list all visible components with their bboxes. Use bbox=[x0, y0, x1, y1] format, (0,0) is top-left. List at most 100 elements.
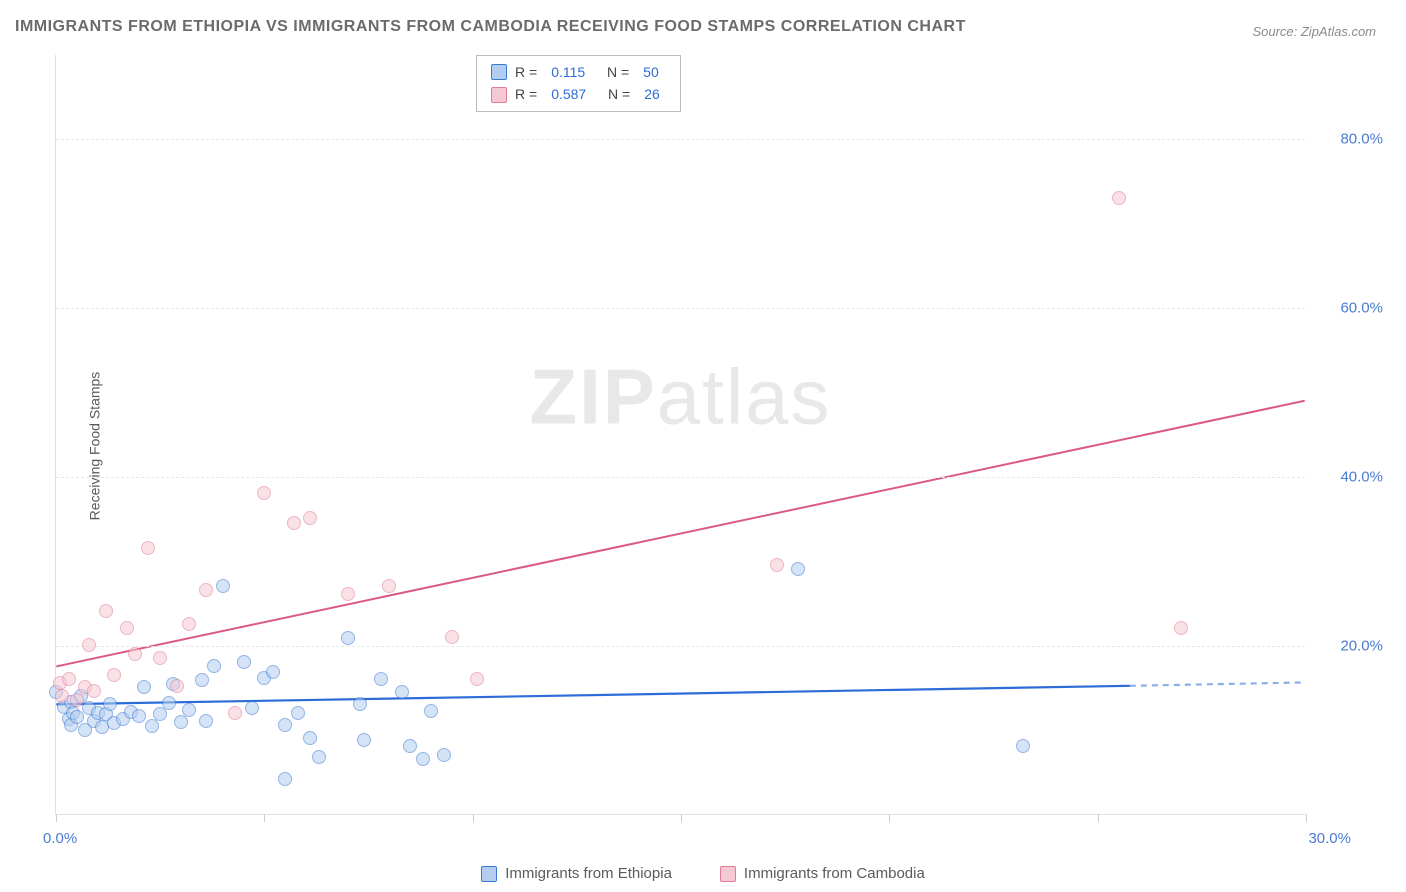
x-tick bbox=[1306, 814, 1307, 822]
scatter-point bbox=[770, 558, 784, 572]
x-axis-max-label: 30.0% bbox=[1308, 830, 1351, 847]
scatter-point bbox=[87, 684, 101, 698]
scatter-point bbox=[353, 697, 367, 711]
watermark-bold: ZIP bbox=[529, 352, 656, 440]
scatter-point bbox=[162, 696, 176, 710]
stat-n-value: 26 bbox=[638, 83, 666, 105]
source-label: Source: ZipAtlas.com bbox=[1252, 24, 1376, 39]
gridline bbox=[56, 646, 1305, 647]
scatter-point bbox=[174, 715, 188, 729]
scatter-point bbox=[278, 718, 292, 732]
scatter-point bbox=[341, 631, 355, 645]
scatter-point bbox=[437, 748, 451, 762]
x-tick bbox=[264, 814, 265, 822]
y-tick-label: 80.0% bbox=[1313, 131, 1383, 148]
scatter-point bbox=[103, 697, 117, 711]
scatter-point bbox=[216, 579, 230, 593]
scatter-point bbox=[1174, 621, 1188, 635]
watermark-light: atlas bbox=[657, 352, 832, 440]
scatter-point bbox=[245, 701, 259, 715]
scatter-point bbox=[132, 709, 146, 723]
scatter-point bbox=[791, 562, 805, 576]
scatter-point bbox=[207, 659, 221, 673]
scatter-point bbox=[291, 706, 305, 720]
watermark: ZIPatlas bbox=[529, 351, 831, 442]
trend-line bbox=[56, 401, 1304, 667]
scatter-point bbox=[128, 647, 142, 661]
x-tick bbox=[1098, 814, 1099, 822]
scatter-point bbox=[303, 731, 317, 745]
scatter-point bbox=[82, 638, 96, 652]
scatter-point bbox=[1016, 739, 1030, 753]
x-axis-min-label: 0.0% bbox=[43, 830, 77, 847]
bottom-legend: Immigrants from Ethiopia Immigrants from … bbox=[0, 865, 1406, 882]
scatter-point bbox=[470, 672, 484, 686]
legend-swatch bbox=[491, 87, 507, 103]
scatter-point bbox=[257, 486, 271, 500]
trend-line-dashed bbox=[1130, 682, 1305, 685]
stat-n-label: N = bbox=[599, 61, 629, 83]
scatter-point bbox=[374, 672, 388, 686]
scatter-point bbox=[287, 516, 301, 530]
gridline bbox=[56, 139, 1305, 140]
scatter-point bbox=[182, 617, 196, 631]
scatter-point bbox=[153, 651, 167, 665]
gridline bbox=[56, 477, 1305, 478]
scatter-point bbox=[199, 714, 213, 728]
legend-swatch bbox=[491, 64, 507, 80]
scatter-point bbox=[195, 673, 209, 687]
stats-row: R =0.587 N =26 bbox=[491, 83, 666, 105]
x-tick bbox=[889, 814, 890, 822]
scatter-point bbox=[170, 679, 184, 693]
y-tick-label: 40.0% bbox=[1313, 469, 1383, 486]
stats-box: R = 0.115 N = 50R = 0.587 N = 26 bbox=[476, 55, 681, 112]
stat-r-value: 0.587 bbox=[545, 83, 592, 105]
y-tick-label: 60.0% bbox=[1313, 300, 1383, 317]
scatter-point bbox=[99, 604, 113, 618]
trend-lines bbox=[56, 55, 1305, 814]
scatter-point bbox=[137, 680, 151, 694]
scatter-point bbox=[199, 583, 213, 597]
scatter-point bbox=[416, 752, 430, 766]
scatter-point bbox=[445, 630, 459, 644]
gridline bbox=[56, 308, 1305, 309]
legend-item: Immigrants from Ethiopia bbox=[481, 865, 672, 882]
plot-area: ZIPatlas R =0.115 N =50R =0.587 N =26 20… bbox=[55, 55, 1305, 815]
scatter-point bbox=[62, 672, 76, 686]
scatter-point bbox=[341, 587, 355, 601]
scatter-point bbox=[278, 772, 292, 786]
stat-n-label: N = bbox=[600, 83, 630, 105]
scatter-point bbox=[55, 689, 69, 703]
scatter-point bbox=[1112, 191, 1126, 205]
x-tick bbox=[56, 814, 57, 822]
legend-swatch bbox=[481, 866, 497, 882]
x-tick bbox=[681, 814, 682, 822]
scatter-point bbox=[228, 706, 242, 720]
chart-title: IMMIGRANTS FROM ETHIOPIA VS IMMIGRANTS F… bbox=[15, 18, 966, 36]
stat-r-label: R = bbox=[515, 61, 537, 83]
stats-row: R = 0.115 N = 50 bbox=[491, 61, 666, 83]
scatter-point bbox=[303, 511, 317, 525]
scatter-point bbox=[237, 655, 251, 669]
scatter-point bbox=[120, 621, 134, 635]
legend-item: Immigrants from Cambodia bbox=[720, 865, 925, 882]
x-tick bbox=[473, 814, 474, 822]
y-tick-label: 20.0% bbox=[1313, 638, 1383, 655]
scatter-point bbox=[182, 703, 196, 717]
scatter-point bbox=[312, 750, 326, 764]
scatter-point bbox=[395, 685, 409, 699]
scatter-point bbox=[357, 733, 371, 747]
stat-n-value: 50 bbox=[637, 61, 665, 83]
legend-label: Immigrants from Cambodia bbox=[744, 865, 925, 882]
stat-r-value: 0.115 bbox=[545, 61, 591, 83]
scatter-point bbox=[145, 719, 159, 733]
scatter-point bbox=[107, 668, 121, 682]
scatter-point bbox=[266, 665, 280, 679]
trend-line bbox=[56, 686, 1130, 705]
scatter-point bbox=[141, 541, 155, 555]
scatter-point bbox=[70, 693, 84, 707]
scatter-point bbox=[403, 739, 417, 753]
scatter-point bbox=[424, 704, 438, 718]
scatter-point bbox=[382, 579, 396, 593]
scatter-point bbox=[70, 710, 84, 724]
